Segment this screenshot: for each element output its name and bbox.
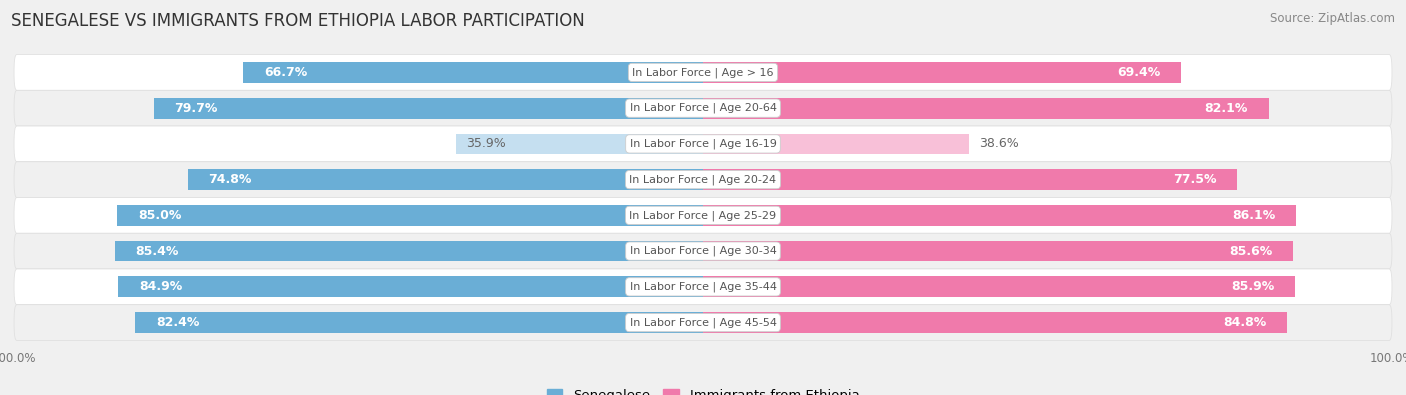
FancyBboxPatch shape	[14, 233, 1392, 269]
Text: 74.8%: 74.8%	[208, 173, 252, 186]
Text: 86.1%: 86.1%	[1232, 209, 1275, 222]
Text: Source: ZipAtlas.com: Source: ZipAtlas.com	[1270, 12, 1395, 25]
Bar	[115, 241, 703, 261]
Text: 82.4%: 82.4%	[156, 316, 200, 329]
FancyBboxPatch shape	[14, 305, 1392, 340]
Text: 84.9%: 84.9%	[139, 280, 181, 293]
Text: 79.7%: 79.7%	[174, 102, 218, 115]
Text: 66.7%: 66.7%	[264, 66, 308, 79]
Text: 85.6%: 85.6%	[1229, 245, 1272, 258]
Text: In Labor Force | Age 25-29: In Labor Force | Age 25-29	[630, 210, 776, 221]
Bar	[118, 276, 703, 297]
FancyBboxPatch shape	[14, 162, 1392, 198]
Text: In Labor Force | Age 16-19: In Labor Force | Age 16-19	[630, 139, 776, 149]
Text: In Labor Force | Age 35-44: In Labor Force | Age 35-44	[630, 282, 776, 292]
Text: In Labor Force | Age 20-24: In Labor Force | Age 20-24	[630, 174, 776, 185]
Text: 85.4%: 85.4%	[135, 245, 179, 258]
Text: In Labor Force | Age > 16: In Labor Force | Age > 16	[633, 67, 773, 78]
Text: 82.1%: 82.1%	[1205, 102, 1249, 115]
Text: In Labor Force | Age 45-54: In Labor Force | Age 45-54	[630, 317, 776, 328]
FancyBboxPatch shape	[14, 198, 1392, 233]
Text: 77.5%: 77.5%	[1173, 173, 1216, 186]
Text: 85.9%: 85.9%	[1230, 280, 1274, 293]
Bar	[703, 276, 1295, 297]
Bar	[703, 205, 1296, 226]
Bar	[703, 312, 1288, 333]
Text: In Labor Force | Age 20-64: In Labor Force | Age 20-64	[630, 103, 776, 113]
Bar	[187, 169, 703, 190]
Text: SENEGALESE VS IMMIGRANTS FROM ETHIOPIA LABOR PARTICIPATION: SENEGALESE VS IMMIGRANTS FROM ETHIOPIA L…	[11, 12, 585, 30]
Text: 35.9%: 35.9%	[465, 137, 506, 150]
FancyBboxPatch shape	[14, 126, 1392, 162]
Bar	[703, 98, 1268, 118]
Bar	[243, 62, 703, 83]
Bar	[703, 169, 1237, 190]
Bar	[135, 312, 703, 333]
FancyBboxPatch shape	[14, 269, 1392, 305]
Bar	[703, 62, 1181, 83]
Text: In Labor Force | Age 30-34: In Labor Force | Age 30-34	[630, 246, 776, 256]
FancyBboxPatch shape	[14, 55, 1392, 90]
Text: 84.8%: 84.8%	[1223, 316, 1267, 329]
Bar	[456, 134, 703, 154]
FancyBboxPatch shape	[14, 90, 1392, 126]
Text: 38.6%: 38.6%	[979, 137, 1019, 150]
Bar	[153, 98, 703, 118]
Legend: Senegalese, Immigrants from Ethiopia: Senegalese, Immigrants from Ethiopia	[541, 384, 865, 395]
Bar	[117, 205, 703, 226]
Bar	[703, 241, 1292, 261]
Bar	[703, 134, 969, 154]
Text: 85.0%: 85.0%	[138, 209, 181, 222]
Text: 69.4%: 69.4%	[1118, 66, 1160, 79]
